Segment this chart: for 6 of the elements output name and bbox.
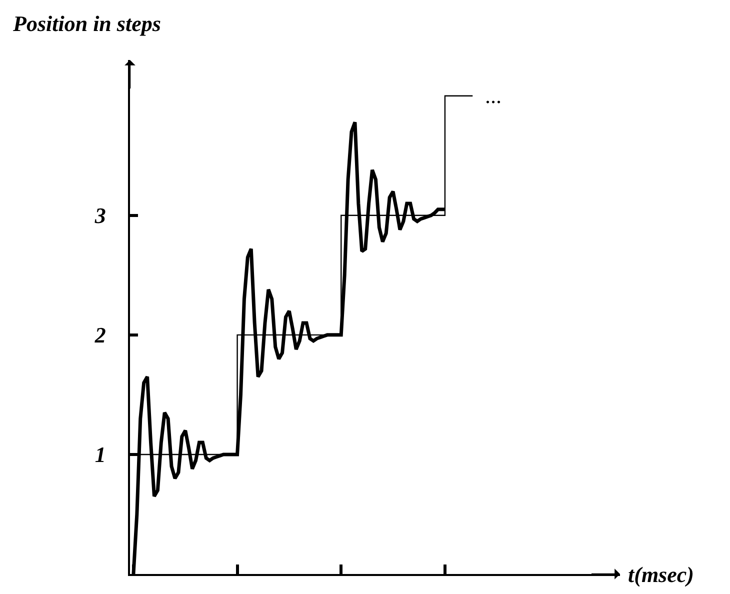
y-tick-label: 2 <box>94 322 106 348</box>
text: t(msec) <box>628 562 694 587</box>
y-axis-title: Position in steps <box>12 11 161 36</box>
y-tick-label: 1 <box>94 442 106 468</box>
text: ... <box>485 83 502 108</box>
y-tick-label: 3 <box>94 203 106 228</box>
